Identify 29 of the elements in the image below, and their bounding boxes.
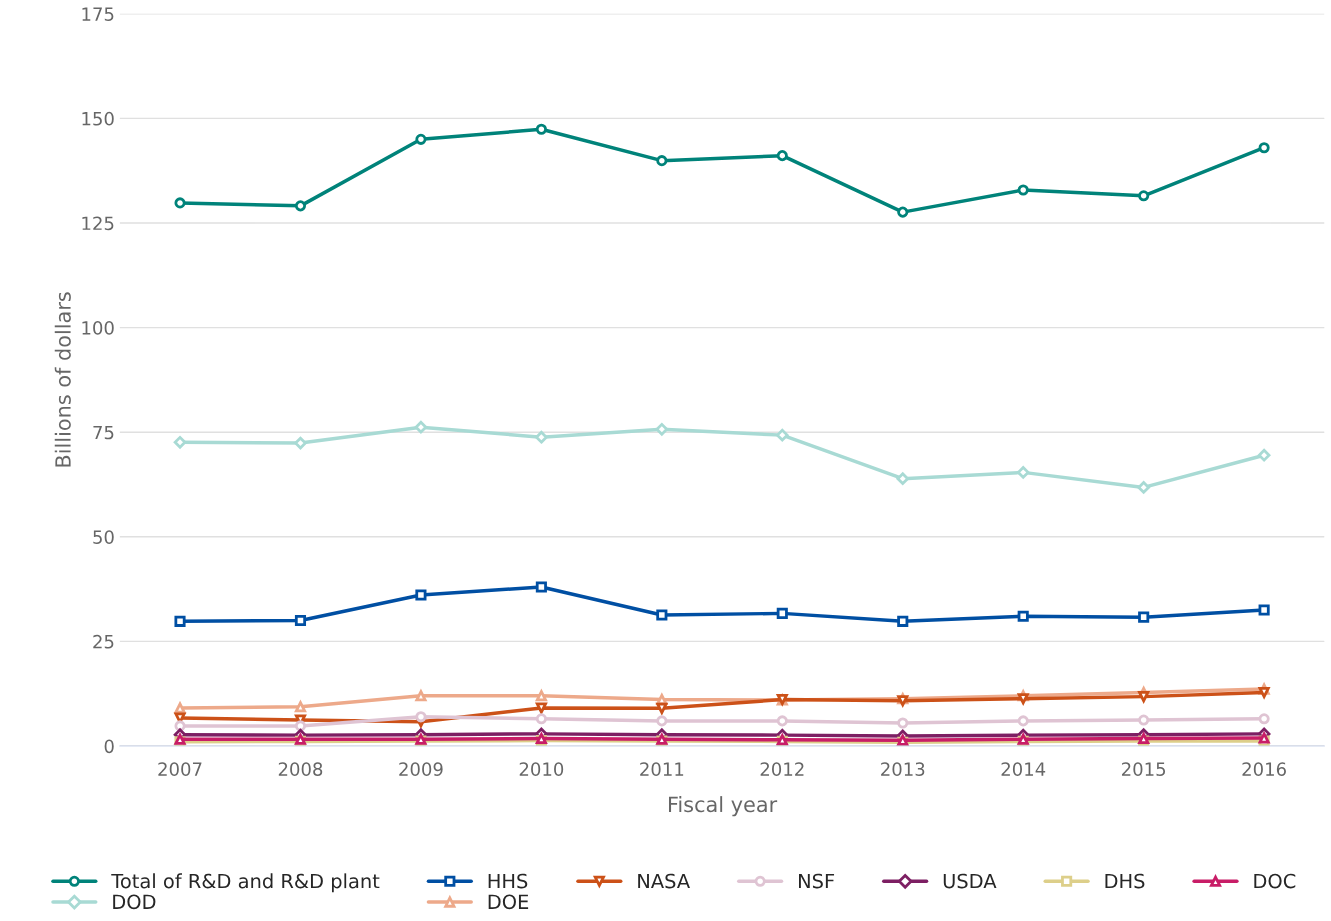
y-tick-label: 25 bbox=[93, 634, 114, 649]
x-tick-label: 2012 bbox=[760, 762, 804, 776]
legend-label: USDA bbox=[943, 873, 997, 889]
x-axis-title: Fiscal year bbox=[669, 796, 778, 817]
y-tick-label: 50 bbox=[93, 530, 114, 544]
legend-label: DOE bbox=[488, 894, 529, 910]
x-tick-label: 2015 bbox=[1122, 762, 1166, 776]
y-tick-label: 0 bbox=[104, 739, 114, 754]
y-axis-title: Billions of dollars bbox=[54, 292, 71, 467]
x-tick-label: 2008 bbox=[278, 762, 323, 776]
y-tick-label: 125 bbox=[82, 216, 114, 231]
y-tick-label: 175 bbox=[82, 7, 114, 21]
y-tick-label: 75 bbox=[93, 425, 114, 440]
x-tick-label: 2013 bbox=[881, 762, 925, 776]
legend-label: DOC bbox=[1254, 873, 1296, 889]
legend-label: NASA bbox=[638, 873, 690, 889]
legend-label: Total of R&D and R&D plant bbox=[111, 873, 380, 893]
x-tick-label: 2014 bbox=[1001, 762, 1046, 776]
y-tick-label: 100 bbox=[82, 321, 114, 335]
y-tick-label: 150 bbox=[82, 111, 114, 126]
legend-label: DOD bbox=[113, 894, 156, 910]
x-tick-label: 2007 bbox=[158, 762, 202, 776]
x-tick-label: 2011 bbox=[640, 762, 684, 776]
x-tick-label: 2016 bbox=[1242, 762, 1286, 776]
x-tick-label: 2009 bbox=[399, 762, 443, 776]
legend-label: HHS bbox=[488, 873, 528, 889]
x-tick-label: 2010 bbox=[519, 762, 564, 776]
legend-label: NSF bbox=[799, 873, 835, 889]
legend-label: DHS bbox=[1105, 873, 1145, 889]
